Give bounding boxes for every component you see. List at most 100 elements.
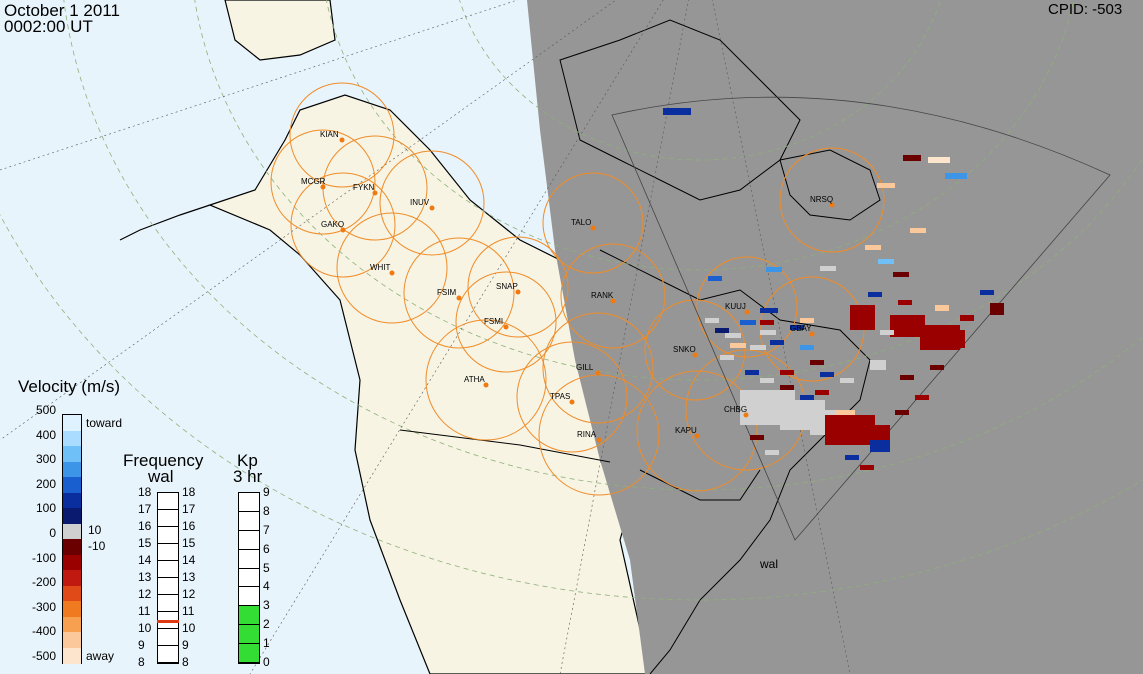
echo-cell: [850, 305, 875, 330]
kp-fill: [239, 606, 259, 663]
fov-circle-kian: [289, 82, 395, 188]
frequency-tick-left: 10: [138, 621, 152, 635]
echo-cell: [893, 272, 909, 277]
threshold-negative: -10: [88, 539, 106, 553]
station-label-kuuj: KUUJ: [725, 302, 746, 311]
frequency-tick-left: 11: [138, 604, 151, 618]
station-dot-inuv: [429, 205, 435, 211]
station-label-gill: GILL: [576, 363, 594, 372]
velocity-title: Velocity (m/s): [18, 377, 121, 396]
station-label-whit: WHIT: [370, 263, 391, 272]
echo-cell: [745, 370, 759, 375]
night-region: [527, 0, 1143, 674]
frequency-tick-right: 14: [182, 553, 196, 567]
station-dot-snko: [692, 352, 698, 358]
velocity-tick-label: -200: [31, 575, 56, 590]
echo-cell: [903, 155, 921, 161]
kp-tick-label: 0: [263, 655, 270, 669]
station-label-kian: KIAN: [320, 130, 339, 139]
echo-cell: [840, 378, 854, 383]
frequency-tick-right: 18: [182, 485, 196, 499]
station-dot-kuuj: [744, 309, 750, 315]
echo-cell: [865, 245, 881, 250]
station-label-fykn: FYKN: [353, 183, 375, 192]
border-line: [399, 429, 611, 463]
latitude-grid: [0, 0, 1143, 601]
kp-tick-label: 4: [263, 579, 270, 594]
time-label: 0002:00 UT: [4, 17, 93, 36]
frequency-tick-right: 17: [182, 502, 196, 516]
echo-cell: [928, 157, 950, 163]
echo-cell: [790, 325, 804, 330]
aleutian-peninsula: [119, 204, 211, 241]
frequency-tick-left: 12: [138, 587, 152, 601]
frequency-tick-mark: [157, 594, 179, 595]
station-dot-rina: [596, 437, 602, 443]
echo-cell: [877, 183, 895, 188]
kp-tick-label: 9: [263, 485, 270, 499]
echo-cell: [900, 375, 914, 380]
echo-cell: [835, 410, 855, 418]
echo-cell: [870, 360, 886, 370]
station-label-fsmi: FSMI: [484, 317, 503, 326]
echo-cell: [980, 290, 994, 295]
echo-cell: [705, 318, 719, 323]
date-label: October 1 2011: [4, 1, 120, 20]
echo-layer: [663, 108, 1004, 470]
station-dot-kapu: [694, 433, 700, 439]
velocity-color-segment: [63, 616, 81, 633]
frequency-tick-mark: [157, 560, 179, 561]
echo-cell: [845, 455, 859, 460]
kp-tick-mark: [238, 586, 260, 588]
velocity-tick-label: 0: [49, 526, 56, 540]
land-layer: [119, 0, 661, 674]
fov-circle-inuv: [379, 150, 485, 256]
echo-cell: [878, 259, 894, 264]
fov-circle-gako: [290, 172, 396, 278]
station-dot-talo: [590, 225, 596, 231]
velocity-color-segment: [63, 430, 81, 447]
echo-cell: [815, 390, 829, 395]
station-dot-gill: [595, 370, 601, 376]
echo-cell: [720, 355, 734, 360]
frequency-tick-left: 13: [138, 570, 152, 584]
echo-cell: [945, 173, 967, 179]
station-label-inuv: INUV: [410, 198, 430, 207]
kp-tick-label: 8: [263, 503, 270, 518]
frequency-title: Frequency: [123, 451, 204, 470]
echo-cell: [708, 276, 722, 281]
fov-circle-gill: [542, 312, 654, 424]
echo-cell: [940, 330, 965, 348]
echo-cell: [760, 330, 776, 335]
kp-tick-label: 7: [263, 522, 270, 537]
echo-cell: [780, 385, 794, 390]
station-label-tpas: TPAS: [550, 392, 570, 401]
fov-layer: [270, 82, 885, 496]
frequency-tick-mark: [157, 543, 179, 544]
frequency-tick-mark: [157, 611, 179, 612]
echo-cell: [800, 318, 814, 323]
echo-cell: [715, 328, 729, 333]
station-dot-snap: [515, 289, 521, 295]
kp-title: Kp: [237, 451, 258, 470]
echo-cell: [730, 343, 746, 348]
station-layer: KIAN MCGR FYKN INUV GAKO WHIT FSIM SNAP FSMI RANK…: [301, 130, 835, 443]
velocity-color-segment: [63, 601, 81, 617]
echo-cell: [760, 378, 774, 383]
velocity-tick-label: 400: [35, 427, 56, 442]
echo-cell: [820, 266, 836, 271]
kp-tick-mark: [238, 548, 260, 550]
frequency-tick-right: 13: [182, 570, 196, 584]
station-label-snap: SNAP: [496, 282, 518, 291]
station-dot-rank: [610, 298, 616, 304]
echo-cell: [760, 308, 778, 313]
frequency-subtitle: wal: [148, 467, 174, 486]
velocity-color-segment: [63, 647, 81, 664]
velocity-tick-label: -500: [31, 649, 56, 663]
frequency-tick-left: 8: [138, 655, 145, 669]
echo-cell: [725, 333, 741, 338]
velocity-color-segment: [63, 492, 81, 509]
frequency-tick-left: 14: [138, 553, 152, 567]
kp-tick-label: 5: [263, 560, 270, 575]
echo-cell: [890, 315, 925, 337]
